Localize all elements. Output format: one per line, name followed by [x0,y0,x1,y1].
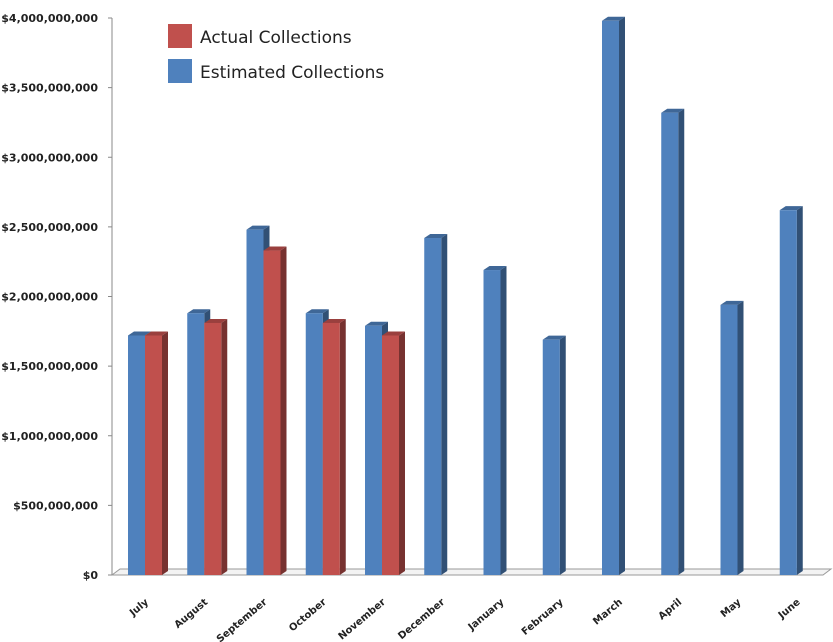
x-tick-label: July [127,597,151,620]
bars [128,16,803,576]
legend-label-actual: Actual Collections [200,28,352,48]
bar-actual-november [382,331,405,575]
x-tick-label: April [657,597,685,623]
y-tick-label: $1,000,000,000 [1,430,98,443]
bar-estimated-june [779,206,803,576]
x-tick-label: October [287,597,329,634]
legend-label-estimated: Estimated Collections [200,63,384,83]
y-tick-label: $2,000,000,000 [1,291,98,304]
bar-estimated-april [661,108,685,575]
y-tick-label: $0 [83,569,99,582]
y-tick-label: $3,000,000,000 [1,151,98,164]
x-tick-label: May [719,597,744,620]
y-axis-ticks: $0 $500,000,000 $1,000,000,000 $1,500,000,0… [1,12,112,582]
bar-estimated-january [483,266,507,575]
x-axis-floor [110,568,833,576]
y-tick-label: $500,000,000 [13,499,98,512]
y-tick-label: $4,000,000,000 [1,12,98,25]
x-tick-label: June [776,597,803,622]
legend-swatch-estimated [168,59,192,83]
bar-actual-august [204,318,228,575]
bar-actual-october [322,318,346,575]
x-tick-label: January [466,597,507,634]
x-tick-label: February [520,597,566,638]
y-tick-label: $1,500,000,000 [1,360,98,373]
bar-estimated-march [602,16,625,576]
x-tick-label: August [173,597,211,631]
bar-estimated-may [720,300,744,575]
x-tick-label: September [215,597,270,642]
legend: Actual Collections Estimated Collections [168,24,384,83]
x-tick-label: March [591,597,625,628]
bar-actual-september [263,246,287,576]
bar-estimated-december [424,234,448,575]
x-tick-label: December [396,597,447,642]
x-tick-label: November [337,597,388,642]
bar-actual-july [145,331,168,575]
x-axis-ticks: July August September October November Decemb… [127,597,803,642]
bar-estimated-february [542,335,566,575]
y-tick-label: $2,500,000,000 [1,221,98,234]
legend-swatch-actual [168,24,192,48]
y-tick-label: $3,500,000,000 [1,82,98,95]
